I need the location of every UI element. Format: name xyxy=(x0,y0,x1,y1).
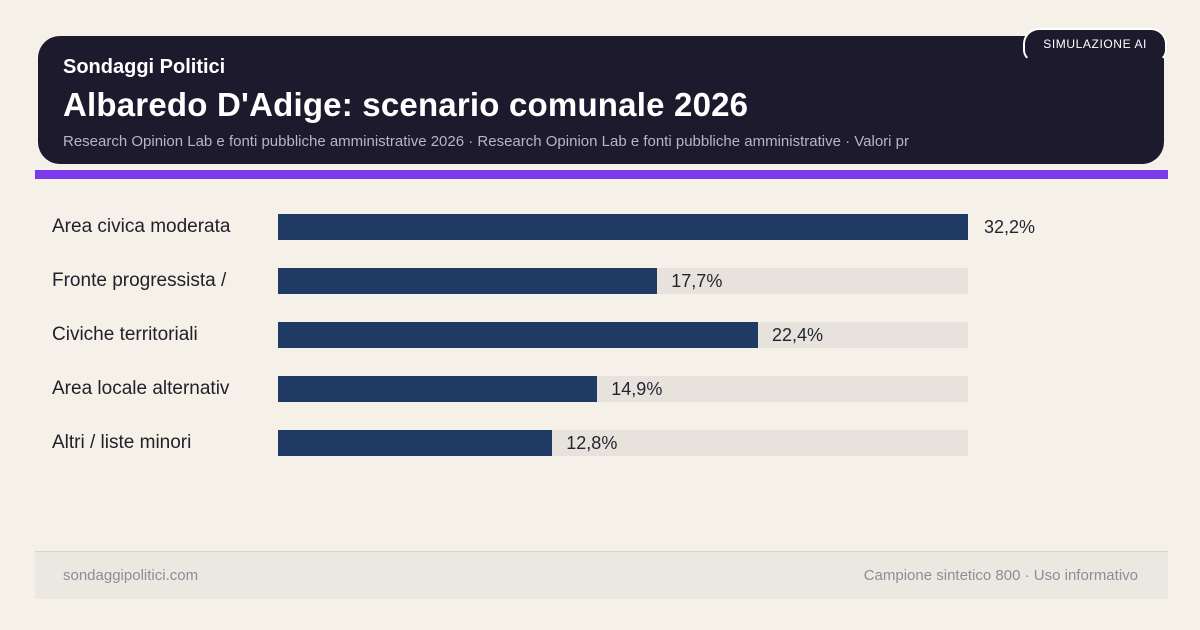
page-title: Albaredo D'Adige: scenario comunale 2026 xyxy=(63,86,749,123)
bar-track: 17,7% xyxy=(278,268,968,294)
bar xyxy=(278,322,758,348)
bar xyxy=(278,268,658,294)
category-label: Area civica moderata xyxy=(52,216,231,237)
bar-track: 32,2% xyxy=(278,214,1035,240)
accent-divider xyxy=(35,170,1168,179)
category-label: Area locale alternativ xyxy=(52,378,230,399)
category-label: Fronte progressista / xyxy=(52,270,227,291)
value-label: 22,4% xyxy=(772,325,824,345)
footer: sondaggipolitici.com Campione sintetico … xyxy=(35,551,1168,599)
value-label: 17,7% xyxy=(671,271,723,291)
category-label: Civiche territoriali xyxy=(52,324,198,345)
bar-track: 22,4% xyxy=(278,322,968,348)
simulation-badge: SIMULAZIONE AI xyxy=(1023,28,1167,62)
value-label: 12,8% xyxy=(566,433,618,453)
bar xyxy=(278,214,968,240)
category-label: Altri / liste minori xyxy=(52,432,192,453)
header-card: Sondaggi Politici Albaredo D'Adige: scen… xyxy=(38,36,1164,164)
footer-note: Campione sintetico 800 · Uso informativo xyxy=(863,567,1138,584)
chart-row: Area locale alternativ 14,9% xyxy=(0,375,1200,403)
value-label: 32,2% xyxy=(984,217,1036,237)
bar xyxy=(278,430,553,456)
bar xyxy=(278,376,598,402)
site-kicker: Sondaggi Politici xyxy=(63,56,226,78)
bar-track: 14,9% xyxy=(278,376,968,402)
chart-row: Altri / liste minori 12,8% xyxy=(0,429,1200,457)
page-subtitle: Research Opinion Lab e fonti pubbliche a… xyxy=(63,133,909,150)
value-label: 14,9% xyxy=(611,379,663,399)
chart-row: Area civica moderata 32,2% xyxy=(0,213,1200,241)
bar-track: 12,8% xyxy=(278,430,968,456)
chart-row: Civiche territoriali 22,4% xyxy=(0,321,1200,349)
footer-site: sondaggipolitici.com xyxy=(63,567,199,584)
chart-row: Fronte progressista / 17,7% xyxy=(0,267,1200,295)
